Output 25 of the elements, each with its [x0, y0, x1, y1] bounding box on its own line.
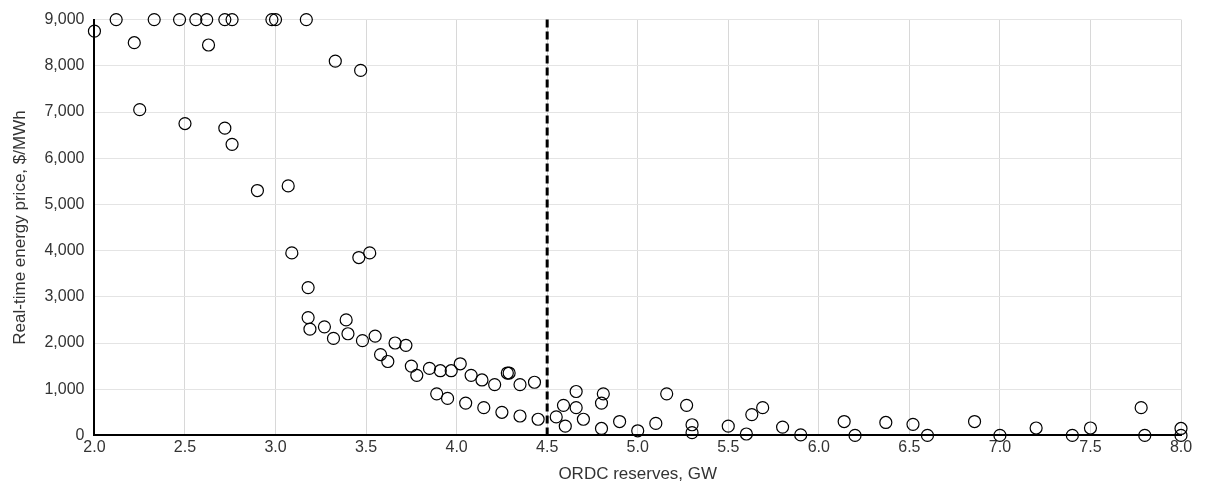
x-tick-label: 7.5: [1079, 438, 1102, 456]
x-axis-title: ORDC reserves, GW: [558, 464, 718, 484]
x-tick-label: 5.0: [626, 438, 649, 456]
y-axis-title: Real-time energy price, $/MWh: [9, 110, 29, 345]
x-tick-label: 2.0: [83, 438, 106, 456]
y-tick-label: 5,000: [44, 194, 85, 212]
y-tick-label: 7,000: [44, 102, 85, 120]
x-tick-label: 6.5: [898, 438, 921, 456]
x-tick-label: 2.5: [173, 438, 197, 456]
y-tick-label: 0: [75, 425, 85, 443]
x-tick-label: 3.0: [264, 438, 287, 456]
x-tick-label: 6.0: [807, 438, 831, 456]
x-tick-label: 4.0: [445, 438, 468, 456]
x-tick-label: 7.0: [988, 438, 1012, 456]
y-tick-label: 3,000: [44, 287, 85, 305]
y-tick-label: 2,000: [44, 333, 85, 351]
x-tick-label: 4.5: [536, 438, 559, 456]
x-tick-label: 3.5: [354, 438, 378, 456]
x-tick-label: 8.0: [1169, 438, 1193, 456]
y-tick-label: 4,000: [44, 241, 85, 259]
y-tick-label: 6,000: [44, 148, 85, 166]
y-tick-label: 1,000: [44, 379, 85, 397]
x-tick-label: 5.5: [717, 438, 740, 456]
y-tick-label: 9,000: [44, 10, 85, 28]
y-tick-label: 8,000: [44, 56, 85, 74]
